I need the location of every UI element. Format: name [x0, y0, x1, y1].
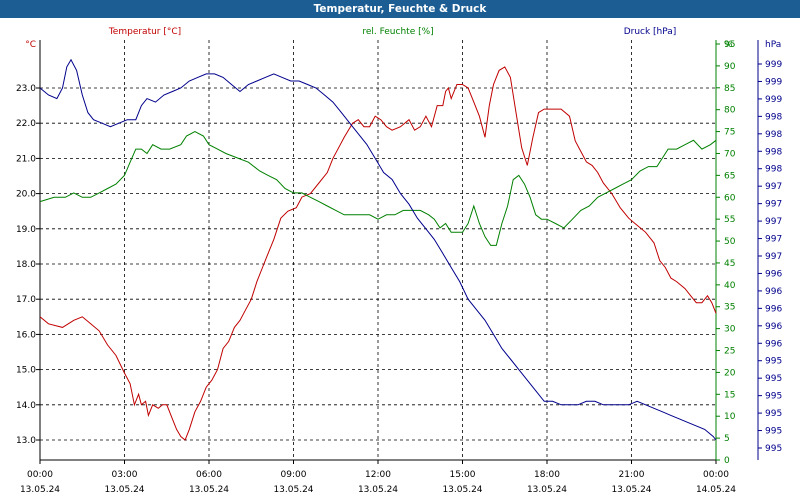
x-tick-date-label: 13.05.24 [273, 485, 313, 495]
pressure-tick-label: 998 [765, 130, 782, 140]
humidity-tick-label: 70 [724, 149, 736, 159]
humidity-axis-label: rel. Feuchte [%] [362, 27, 433, 37]
humidity-tick-label: 65 [724, 171, 735, 181]
temperature-tick-label: 15.0 [16, 366, 36, 376]
humidity-tick-label: 35 [724, 303, 735, 313]
humidity-tick-label: 15 [724, 390, 735, 400]
humidity-tick-label: 75 [724, 128, 735, 138]
humidity-tick-label: 30 [724, 325, 736, 335]
x-tick-date-label: 13.05.24 [104, 485, 144, 495]
humidity-tick-label: 85 [724, 84, 735, 94]
x-tick-time-label: 12:00 [365, 470, 391, 480]
chart-area[interactable]: 00:00 13.05.24 03:00 13.05.24 06:00 13.05.24 0… [0, 18, 800, 500]
pressure-tick-label: 997 [765, 235, 782, 245]
temperature-unit-label: °C [25, 40, 36, 50]
x-tick-date-label: 14.05.24 [696, 485, 736, 495]
temperature-tick-label: 19.0 [16, 225, 36, 235]
humidity-tick-label: 5 [724, 434, 730, 444]
humidity-tick-label: 20 [724, 368, 736, 378]
pressure-tick-label: 996 [765, 269, 782, 279]
x-tick-time-label: 21:00 [619, 470, 645, 480]
temperature-tick-label: 13.0 [16, 436, 36, 446]
humidity-tick-label: 55 [724, 215, 735, 225]
pressure-tick-label: 996 [765, 287, 782, 297]
x-tick-time-label: 09:00 [281, 470, 307, 480]
humidity-tick-label: 90 [724, 62, 736, 72]
pressure-tick-label: 998 [765, 112, 782, 122]
x-tick-time-label: 00:00 [27, 470, 53, 480]
temperature-tick-label: 16.0 [16, 330, 36, 340]
pressure-series-line[interactable] [39, 58, 717, 441]
humidity-series-line[interactable] [39, 131, 717, 246]
temperature-axis-label: Temperatur [°C] [108, 27, 181, 37]
pressure-tick-label: 995 [765, 392, 782, 402]
pressure-tick-label: 997 [765, 182, 782, 192]
temperature-tick-label: 14.0 [16, 401, 36, 411]
pressure-tick-label: 995 [765, 444, 782, 454]
pressure-tick-label: 999 [765, 77, 782, 87]
humidity-tick-label: 45 [724, 259, 735, 269]
pressure-tick-label: 996 [765, 322, 782, 332]
temperature-tick-label: 18.0 [16, 260, 36, 270]
pressure-tick-label: 997 [765, 252, 782, 262]
humidity-tick-label: 0 [724, 456, 730, 466]
temperature-tick-label: 21.0 [16, 154, 36, 164]
pressure-tick-label: 998 [765, 165, 782, 175]
pressure-tick-label: 996 [765, 339, 782, 349]
humidity-tick-label: 25 [724, 347, 735, 357]
x-tick-date-label: 13.05.24 [442, 485, 482, 495]
humidity-unit-label: % [724, 40, 733, 50]
humidity-tick-label: 80 [724, 106, 736, 116]
pressure-tick-label: 995 [765, 427, 782, 437]
humidity-tick-label: 40 [724, 281, 736, 291]
pressure-tick-label: 998 [765, 147, 782, 157]
temperature-tick-label: 17.0 [16, 295, 36, 305]
x-tick-time-label: 15:00 [450, 470, 476, 480]
humidity-tick-label: 10 [724, 412, 736, 422]
humidity-tick-label: 50 [724, 237, 736, 247]
pressure-tick-label: 999 [765, 60, 782, 70]
pressure-tick-label: 997 [765, 217, 782, 227]
x-tick-time-label: 18:00 [534, 470, 560, 480]
pressure-tick-label: 995 [765, 374, 782, 384]
x-tick-time-label: 03:00 [112, 470, 138, 480]
pressure-unit-label: hPa [765, 40, 781, 50]
temperature-tick-label: 22.0 [16, 119, 36, 129]
pressure-axis-label: Druck [hPa] [624, 27, 677, 37]
window-title: Temperatur, Feuchte & Druck [0, 0, 800, 18]
x-tick-time-label: 06:00 [196, 470, 222, 480]
temperature-tick-label: 23.0 [16, 84, 36, 94]
pressure-tick-label: 996 [765, 304, 782, 314]
x-tick-date-label: 13.05.24 [527, 485, 567, 495]
x-tick-date-label: 13.05.24 [20, 485, 60, 495]
pressure-tick-label: 999 [765, 95, 782, 105]
pressure-tick-label: 995 [765, 357, 782, 367]
humidity-tick-label: 95 [724, 40, 735, 50]
temperature-tick-label: 20.0 [16, 190, 36, 200]
x-tick-date-label: 13.05.24 [358, 485, 398, 495]
humidity-tick-label: 60 [724, 193, 736, 203]
x-tick-date-label: 13.05.24 [611, 485, 651, 495]
x-tick-date-label: 13.05.24 [189, 485, 229, 495]
x-tick-time-label: 00:00 [703, 470, 729, 480]
pressure-tick-label: 995 [765, 409, 782, 419]
temperature-series-line[interactable] [39, 66, 717, 441]
pressure-tick-label: 997 [765, 200, 782, 210]
